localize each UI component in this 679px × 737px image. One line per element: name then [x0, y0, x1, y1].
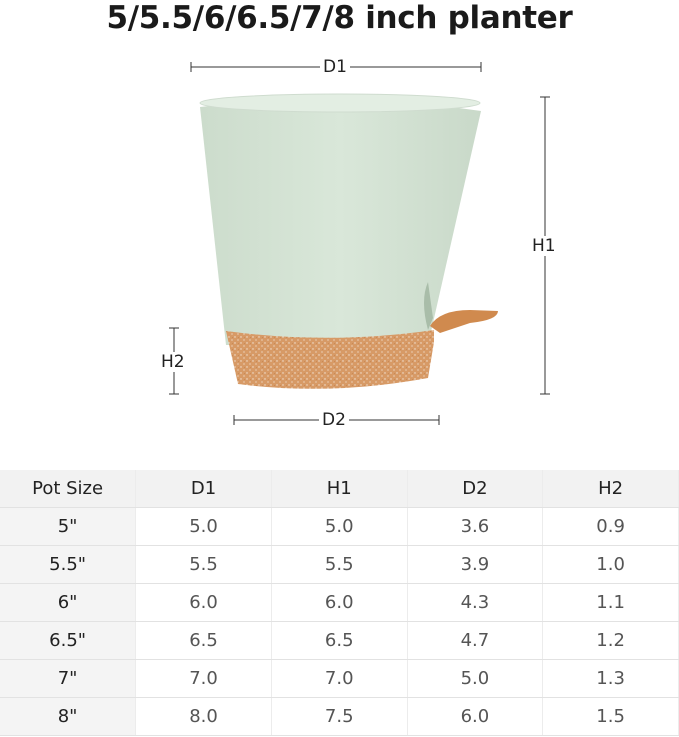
- table-cell: 5.0: [407, 659, 544, 698]
- table-header-row: Pot Size D1 H1 D2 H2: [0, 470, 679, 508]
- table-cell: 1.1: [542, 583, 679, 622]
- table-cell: 5": [0, 507, 137, 546]
- table-cell: 6": [0, 583, 137, 622]
- table-cell: 8": [0, 697, 137, 736]
- table-cell: 7.0: [271, 659, 408, 698]
- table-row: 6.5" 6.5 6.5 4.7 1.2: [0, 621, 679, 660]
- table-cell: 1.5: [542, 697, 679, 736]
- table-row: 8" 8.0 7.5 6.0 1.5: [0, 697, 679, 736]
- table-cell: 7": [0, 659, 137, 698]
- water-reservoir: [430, 310, 498, 333]
- header-h2: H2: [542, 470, 679, 508]
- page-title: 5/5.5/6/6.5/7/8 inch planter: [106, 0, 573, 36]
- d2-label: D2: [319, 410, 349, 430]
- table-cell: 6.0: [407, 697, 544, 736]
- table-cell: 7.5: [271, 697, 408, 736]
- table-cell: 5.5: [135, 545, 272, 584]
- table-cell: 1.0: [542, 545, 679, 584]
- header-h1: H1: [271, 470, 408, 508]
- table-cell: 6.5": [0, 621, 137, 660]
- table-cell: 3.9: [407, 545, 544, 584]
- table-cell: 6.0: [135, 583, 272, 622]
- table-cell: 1.3: [542, 659, 679, 698]
- table-row: 5.5" 5.5 5.5 3.9 1.0: [0, 545, 679, 584]
- d1-label: D1: [320, 57, 350, 77]
- header-pot-size: Pot Size: [0, 470, 137, 508]
- table-cell: 8.0: [135, 697, 272, 736]
- table-cell: 1.2: [542, 621, 679, 660]
- table-cell: 0.9: [542, 507, 679, 546]
- saucer: [226, 330, 434, 389]
- table-cell: 5.0: [135, 507, 272, 546]
- header-d1: D1: [135, 470, 272, 508]
- table-cell: 7.0: [135, 659, 272, 698]
- table-cell: 5.5": [0, 545, 137, 584]
- table-cell: 3.6: [407, 507, 544, 546]
- table-cell: 4.3: [407, 583, 544, 622]
- pot-body: [199, 93, 481, 345]
- table-cell: 5.5: [271, 545, 408, 584]
- header-d2: D2: [407, 470, 544, 508]
- table-row: 5" 5.0 5.0 3.6 0.9: [0, 507, 679, 546]
- table-row: 7" 7.0 7.0 5.0 1.3: [0, 659, 679, 698]
- table-cell: 5.0: [271, 507, 408, 546]
- table-cell: 4.7: [407, 621, 544, 660]
- table-row: 6" 6.0 6.0 4.3 1.1: [0, 583, 679, 622]
- h1-label: H1: [529, 236, 559, 256]
- table-cell: 6.5: [271, 621, 408, 660]
- h2-label: H2: [158, 352, 188, 372]
- table-cell: 6.5: [135, 621, 272, 660]
- size-table: Pot Size D1 H1 D2 H2 5" 5.0 5.0 3.6 0.9 5.5" 5…: [0, 470, 679, 736]
- table-cell: 6.0: [271, 583, 408, 622]
